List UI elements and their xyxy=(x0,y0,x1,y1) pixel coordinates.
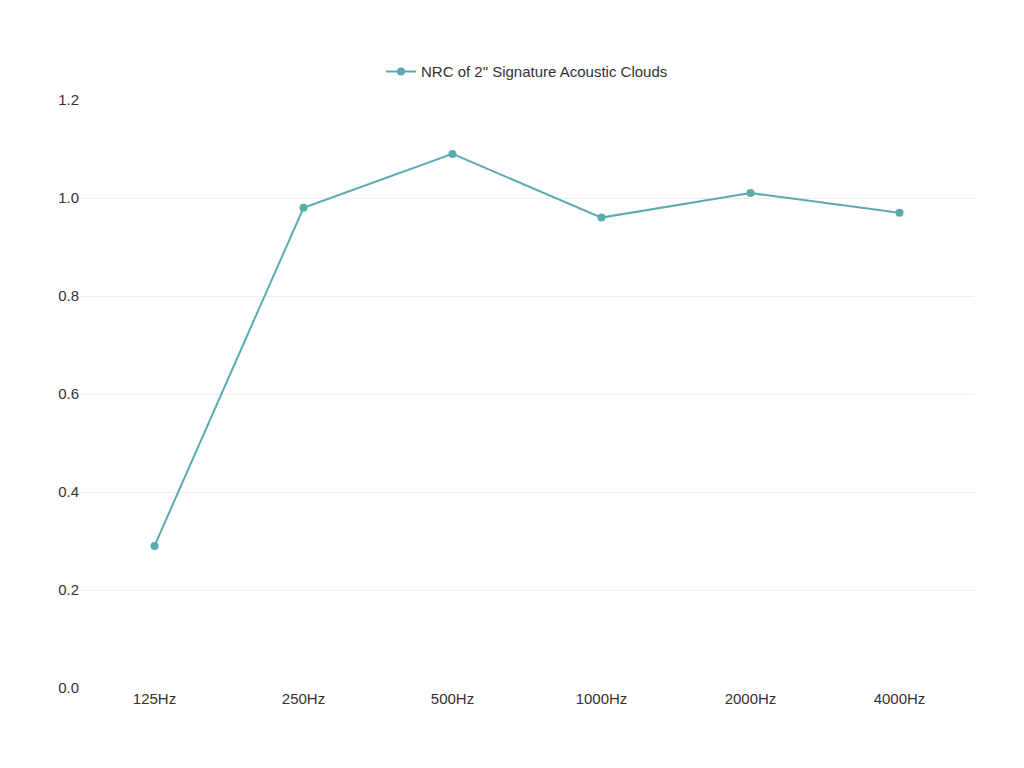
svg-text:4000Hz: 4000Hz xyxy=(874,690,926,707)
svg-text:0.8: 0.8 xyxy=(58,287,79,304)
svg-text:0.0: 0.0 xyxy=(58,679,79,696)
svg-text:1000Hz: 1000Hz xyxy=(576,690,628,707)
svg-text:0.4: 0.4 xyxy=(58,483,79,500)
svg-text:125Hz: 125Hz xyxy=(133,690,176,707)
svg-text:0.6: 0.6 xyxy=(58,385,79,402)
svg-text:250Hz: 250Hz xyxy=(282,690,325,707)
svg-text:1.0: 1.0 xyxy=(58,189,79,206)
svg-text:NRC of 2" Signature Acoustic C: NRC of 2" Signature Acoustic Clouds xyxy=(421,63,667,80)
svg-text:1.2: 1.2 xyxy=(58,91,79,108)
svg-text:0.2: 0.2 xyxy=(58,581,79,598)
svg-text:500Hz: 500Hz xyxy=(431,690,474,707)
svg-text:2000Hz: 2000Hz xyxy=(725,690,777,707)
